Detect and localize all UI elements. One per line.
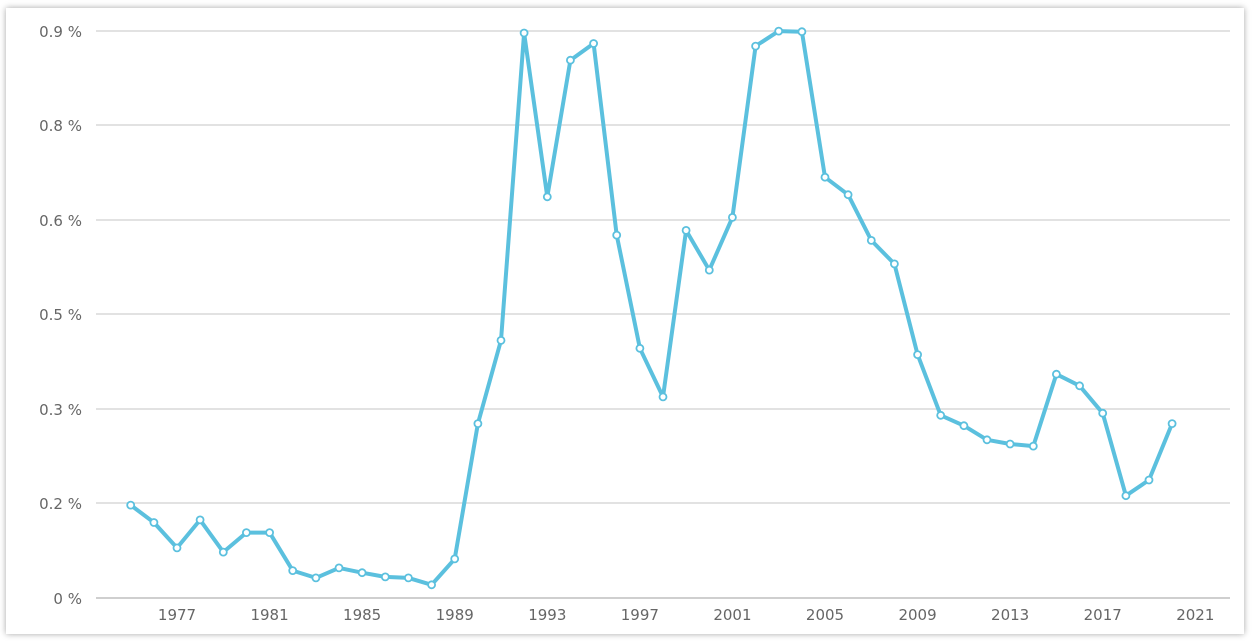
data-point[interactable] xyxy=(311,573,321,583)
x-tick-label: 1993 xyxy=(528,606,566,624)
data-point[interactable] xyxy=(612,230,622,240)
x-tick-label: 2001 xyxy=(713,606,751,624)
x-tick-label: 1977 xyxy=(158,606,196,624)
data-point[interactable] xyxy=(380,572,390,582)
data-point[interactable] xyxy=(589,39,598,48)
x-tick-label: 2021 xyxy=(1176,606,1214,624)
data-point[interactable] xyxy=(542,192,552,202)
data-point[interactable] xyxy=(566,55,575,65)
y-tick-label: 0.8 % xyxy=(39,117,82,135)
data-point[interactable] xyxy=(681,225,691,235)
grid-lines xyxy=(96,30,1230,599)
x-tick-label: 1989 xyxy=(436,606,474,624)
data-point[interactable] xyxy=(403,573,413,583)
y-tick-label: 0.2 % xyxy=(39,495,82,513)
data-point[interactable] xyxy=(1121,491,1131,501)
data-point[interactable] xyxy=(172,543,182,553)
data-point[interactable] xyxy=(820,172,830,182)
data-point[interactable] xyxy=(1075,381,1084,391)
data-point[interactable] xyxy=(126,500,136,510)
data-point[interactable] xyxy=(218,547,228,557)
data-point[interactable] xyxy=(519,28,529,38)
x-tick-label: 1985 xyxy=(343,606,381,624)
x-tick-label: 1981 xyxy=(250,606,288,624)
data-point[interactable] xyxy=(982,435,992,445)
data-point[interactable] xyxy=(427,580,437,590)
data-point[interactable] xyxy=(751,41,760,51)
data-point[interactable] xyxy=(241,528,251,537)
data-point[interactable] xyxy=(357,568,367,578)
series-layer xyxy=(126,26,1177,590)
data-point[interactable] xyxy=(496,335,506,345)
data-point[interactable] xyxy=(728,212,737,222)
data-point[interactable] xyxy=(913,350,922,360)
data-point[interactable] xyxy=(149,518,159,527)
y-tick-label: 0 % xyxy=(53,590,82,608)
data-point[interactable] xyxy=(797,27,807,37)
y-tick-label: 0.5 % xyxy=(39,306,82,324)
x-tick-label: 2005 xyxy=(806,606,844,624)
data-point[interactable] xyxy=(334,563,344,573)
data-point[interactable] xyxy=(635,343,645,353)
data-point[interactable] xyxy=(1028,441,1038,451)
data-point[interactable] xyxy=(774,26,784,36)
data-point[interactable] xyxy=(1052,369,1061,379)
data-point[interactable] xyxy=(866,235,876,245)
data-point[interactable] xyxy=(704,265,714,275)
data-point[interactable] xyxy=(1167,419,1177,429)
chart-frame xyxy=(6,8,1244,634)
y-tick-label: 0.9 % xyxy=(39,23,82,41)
data-point[interactable] xyxy=(1098,408,1108,418)
data-point[interactable] xyxy=(658,392,668,402)
data-point[interactable] xyxy=(450,554,460,564)
x-tick-label: 2017 xyxy=(1084,606,1122,624)
series-line xyxy=(128,29,1175,587)
data-point[interactable] xyxy=(890,259,899,269)
data-point[interactable] xyxy=(936,410,946,420)
y-axis-ticks: 0 % 0.2 % 0.3 % 0.5 % 0.6 % 0.8 % 0.9 % xyxy=(39,23,82,608)
data-point[interactable] xyxy=(265,528,275,537)
data-point[interactable] xyxy=(195,515,205,525)
data-point[interactable] xyxy=(1005,439,1015,449)
x-axis-ticks: 1977 1981 1985 1989 1993 1997 2001 2005 2009 2013… xyxy=(158,606,1214,624)
data-point[interactable] xyxy=(843,190,853,200)
data-point[interactable] xyxy=(959,421,969,431)
x-tick-label: 1997 xyxy=(621,606,659,624)
y-tick-label: 0.3 % xyxy=(39,401,82,419)
data-point[interactable] xyxy=(473,419,483,429)
data-point[interactable] xyxy=(1144,475,1154,485)
y-tick-label: 0.6 % xyxy=(39,212,82,230)
x-tick-label: 2009 xyxy=(898,606,936,624)
data-point[interactable] xyxy=(288,566,298,575)
x-tick-label: 2013 xyxy=(991,606,1029,624)
